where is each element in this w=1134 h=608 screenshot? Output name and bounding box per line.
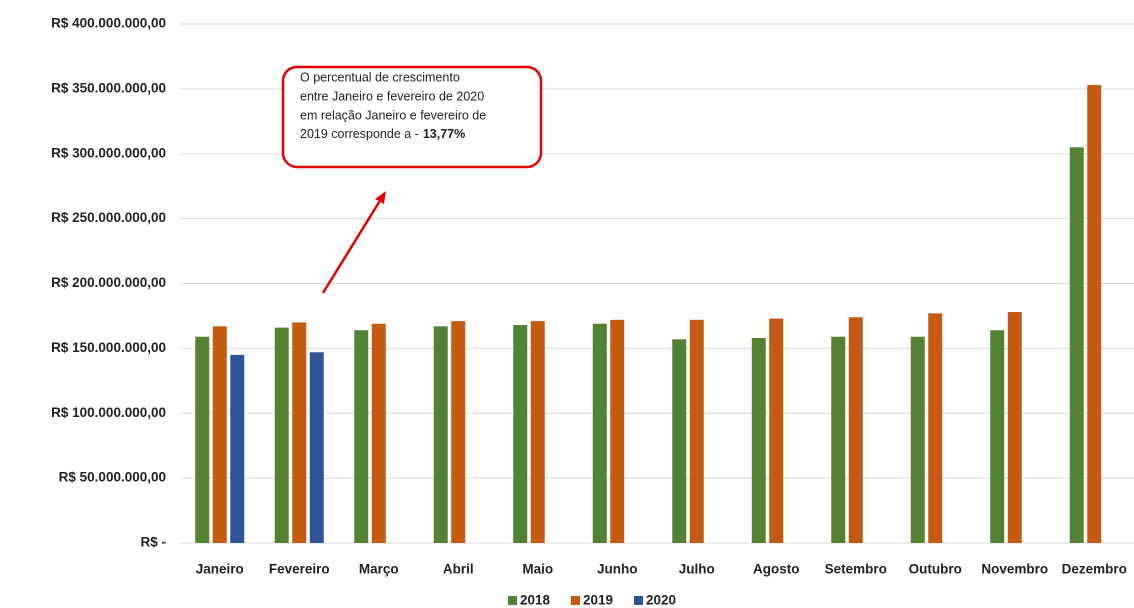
y-tick-label: R$ 300.000.000,00 [51, 145, 166, 160]
y-tick-label: R$ 150.000.000,00 [51, 340, 166, 355]
legend-swatch [634, 596, 643, 605]
x-tick-label: Setembro [825, 562, 887, 577]
bar [371, 323, 386, 543]
bar [689, 319, 704, 543]
y-tick-label: R$ 400.000.000,00 [51, 16, 166, 31]
bar [1087, 84, 1102, 544]
x-tick-label: Outubro [909, 562, 962, 577]
bar [592, 323, 607, 543]
arrow-head [375, 191, 386, 204]
y-tick-label: R$ 200.000.000,00 [51, 275, 166, 290]
bar [928, 313, 943, 543]
x-tick-label: Novembro [981, 562, 1048, 577]
x-tick-label: Abril [443, 562, 474, 577]
annotation-box [281, 65, 543, 169]
bar [910, 336, 925, 543]
annotation-line: em relação Janeiro e fevereiro de [300, 108, 486, 122]
bar [354, 330, 369, 543]
x-tick-label: Junho [597, 562, 638, 577]
bar [292, 322, 307, 543]
x-tick-label: Janeiro [196, 562, 244, 577]
bar [990, 330, 1005, 543]
bar [848, 317, 863, 543]
bar [1007, 312, 1022, 543]
y-tick-label: R$ 100.000.000,00 [51, 405, 166, 420]
annotation-bold: 13,77% [423, 127, 465, 141]
plot: R$ - R$ 50.000.000,00 R$ 100.000.000,00 R$ … [51, 16, 1134, 608]
x-tick-label: Agosto [753, 562, 800, 577]
y-tick-label: R$ 250.000.000,00 [51, 210, 166, 225]
bar [230, 354, 245, 543]
bar [212, 326, 227, 543]
bar [195, 336, 210, 543]
bar [751, 337, 766, 543]
legend-label: 2019 [583, 593, 613, 608]
x-tick-label: Maio [522, 562, 553, 577]
annotation-line: O percentual de crescimento [300, 70, 460, 84]
bar [451, 321, 466, 543]
bar [274, 327, 289, 543]
legend-label: 2018 [520, 593, 551, 608]
y-tick-label: R$ 350.000.000,00 [51, 80, 166, 95]
x-tick-label: Julho [679, 562, 715, 577]
bar [672, 339, 687, 543]
legend-label: 2020 [646, 593, 676, 608]
annotation-line: entre Janeiro e fevereiro de 2020 [300, 89, 484, 103]
legend-swatch [508, 596, 517, 605]
legend-swatch [571, 596, 580, 605]
x-tick-label: Dezembro [1062, 562, 1127, 577]
bar [831, 336, 846, 543]
y-tick-label: R$ - [140, 535, 166, 550]
bar [1069, 147, 1084, 543]
bar [769, 318, 784, 543]
annotation-line: 2019 corresponde a - 13,77% [300, 127, 465, 141]
bar [513, 325, 528, 543]
annotation-text: 2019 corresponde a - [300, 127, 419, 141]
bar [530, 321, 545, 543]
bar [433, 326, 448, 543]
y-tick-label: R$ 50.000.000,00 [59, 470, 166, 485]
annotation-arrow [321, 198, 383, 294]
bar [309, 352, 324, 543]
x-tick-label: Fevereiro [269, 562, 330, 577]
x-tick-label: Março [359, 562, 399, 577]
bar [610, 319, 625, 543]
